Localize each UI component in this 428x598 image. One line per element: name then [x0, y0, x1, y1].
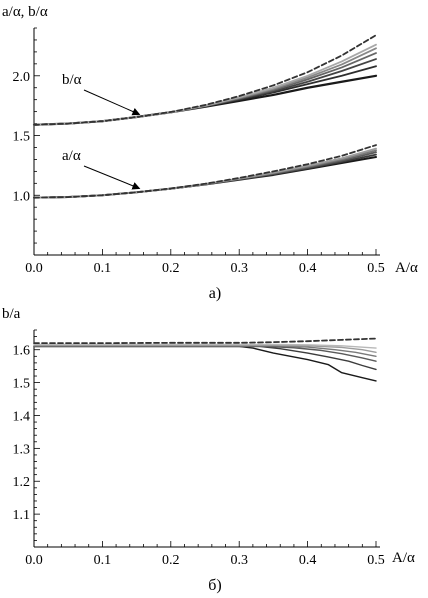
series-line-4: [33, 47, 377, 126]
x-tick-label: 0.4: [299, 261, 317, 276]
chart-panel-a: 0.0 0.1 0.2 0.3 0.4 0.5 1.0 1.5 2.0 a/α, b/α A/α а)…: [2, 4, 418, 302]
y-tick-label: 1.5: [13, 377, 31, 392]
x-tick-label: 0.5: [367, 261, 385, 276]
x-tick-label: 0.5: [367, 553, 385, 568]
y-tick-label: 1.3: [13, 442, 31, 457]
x-tick-label: 0.2: [162, 553, 180, 568]
annotation-arrow: [83, 165, 141, 190]
x-tick-label: 0.0: [25, 553, 43, 568]
x-tick-label: 0.0: [25, 261, 43, 276]
x-tick-label: 0.3: [230, 261, 248, 276]
x-tick-label: 0.2: [162, 261, 180, 276]
y-axis-label: a/α, b/α: [2, 4, 48, 20]
x-axis-label: A/α: [395, 260, 418, 276]
x-tick-label: 0.4: [299, 553, 317, 568]
chart-panel-b: 0.0 0.1 0.2 0.3 0.4 0.5 1.1 1.2 1.3 1.4 1.5 1.6 b/a A…: [2, 306, 415, 594]
series-line-1: [33, 65, 377, 126]
x-tick-label: 0.3: [230, 553, 248, 568]
series-line-10: [33, 149, 377, 199]
series-line-9: [33, 151, 377, 199]
series-line-1: [33, 345, 377, 371]
dashed-series-line-12: [33, 144, 377, 199]
y-tick-label: 1.5: [13, 130, 31, 145]
x-axis-label: A/α: [392, 550, 415, 566]
series-line-5: [33, 343, 377, 349]
x-tick-label: 0.1: [94, 553, 112, 568]
y-tick-label: 1.2: [13, 475, 31, 490]
panel-label: а): [209, 285, 221, 302]
dashed-series-line-6: [33, 337, 377, 345]
y-axis-label: b/a: [2, 306, 21, 322]
y-tick-label: 2.0: [13, 70, 31, 85]
annotation-label: b/α: [62, 72, 82, 88]
annotation-arrow: [83, 89, 141, 116]
y-tick-label: 1.1: [13, 508, 31, 523]
series-line-0: [32, 74, 378, 126]
y-tick-label: 1.6: [13, 344, 31, 359]
panel-label: б): [208, 577, 221, 594]
y-tick-label: 1.4: [13, 409, 31, 424]
series-line-11: [33, 147, 377, 199]
annotation-label: a/α: [62, 148, 81, 164]
y-tick-label: 1.0: [13, 189, 31, 204]
x-tick-label: 0.1: [94, 261, 112, 276]
dashed-series-line-6: [33, 34, 377, 126]
